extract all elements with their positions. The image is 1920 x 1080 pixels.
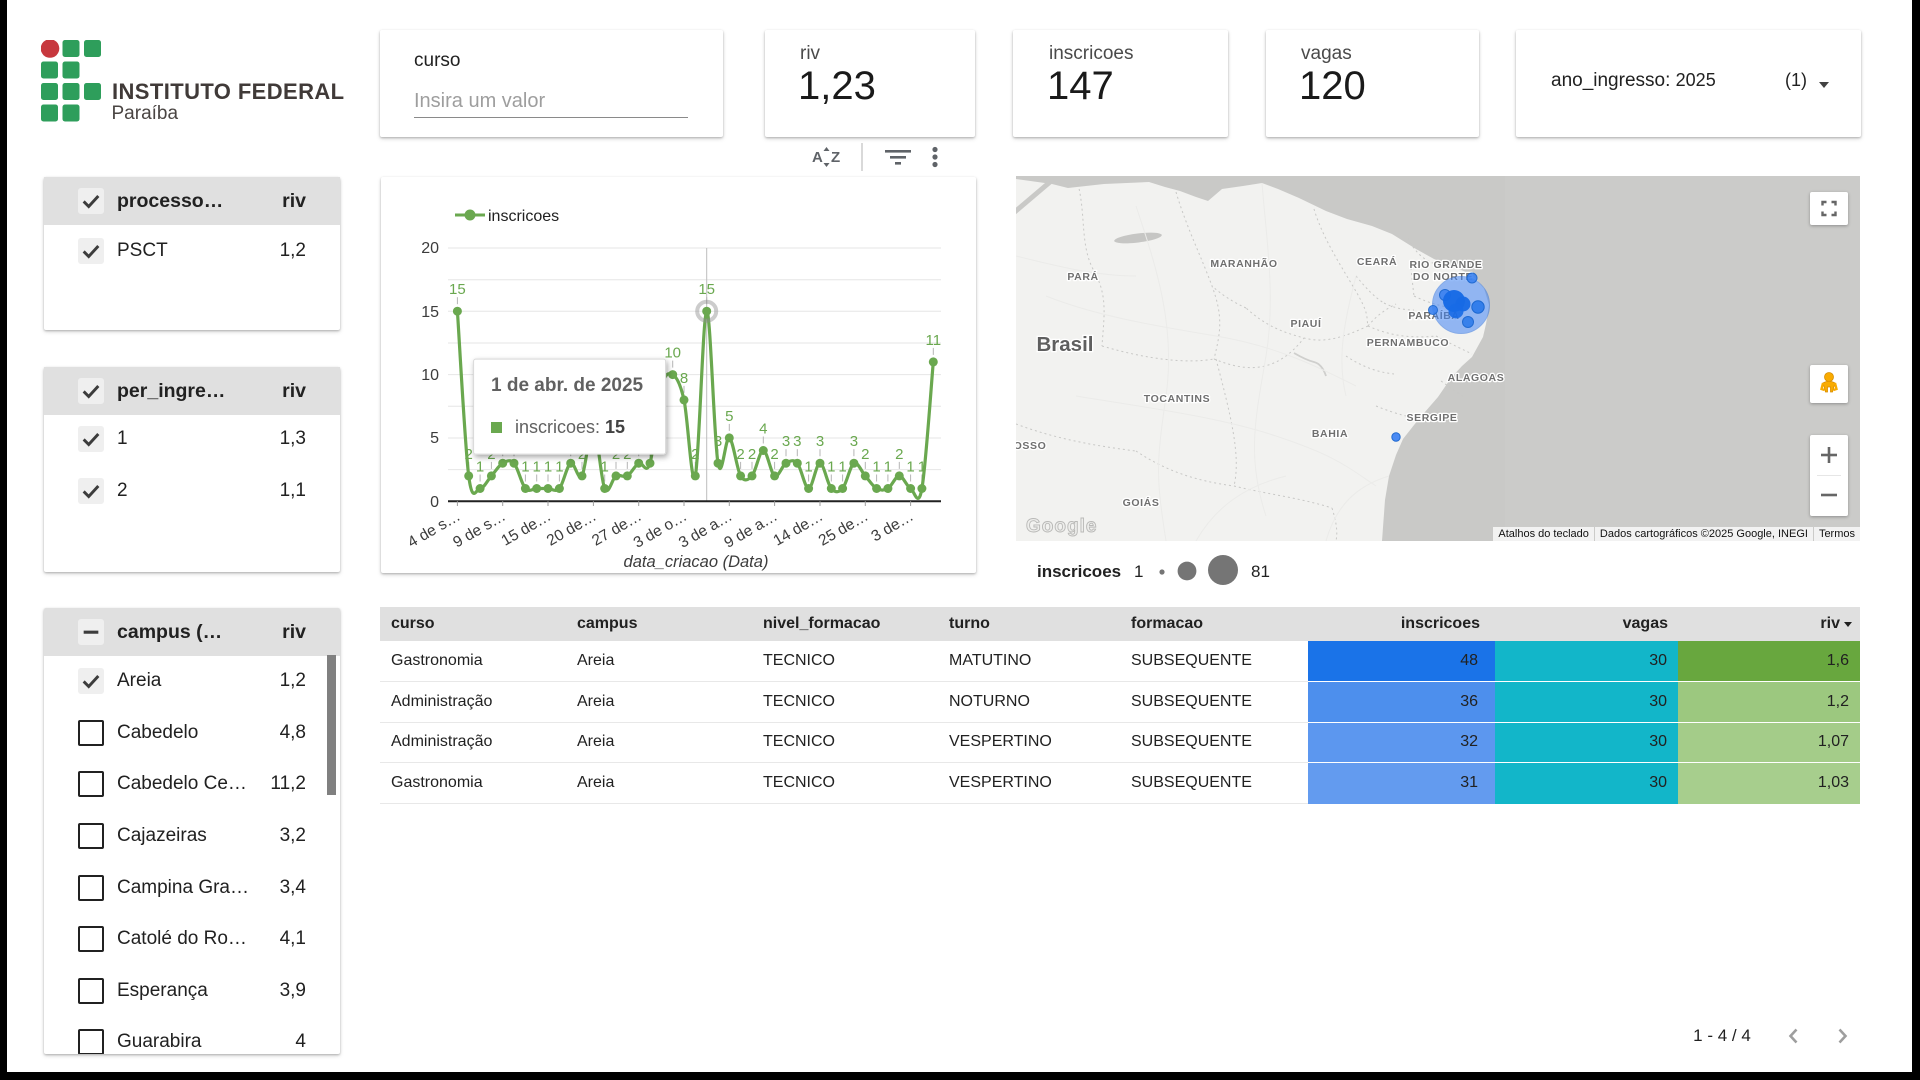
svg-text:1: 1 <box>533 459 541 476</box>
svg-text:11: 11 <box>926 332 942 349</box>
svg-text:2: 2 <box>895 446 903 463</box>
svg-text:2: 2 <box>736 446 744 463</box>
svg-text:1: 1 <box>827 459 835 476</box>
svg-text:INSTITUTO FEDERAL: INSTITUTO FEDERAL <box>112 79 345 104</box>
svg-text:3: 3 <box>793 433 801 450</box>
svg-text:1: 1 <box>906 459 914 476</box>
svg-text:PARÁ: PARÁ <box>1067 270 1098 283</box>
svg-text:15: 15 <box>421 304 439 321</box>
svg-text:OSSO: OSSO <box>1016 440 1046 452</box>
svg-text:3: 3 <box>850 433 858 450</box>
svg-text:3: 3 <box>816 433 824 450</box>
svg-text:2: 2 <box>770 446 778 463</box>
svg-text:1 de abr. de 2025: 1 de abr. de 2025 <box>491 375 644 396</box>
svg-text:Paraíba: Paraíba <box>112 103 179 122</box>
svg-text:25 de…: 25 de… <box>816 508 872 550</box>
svg-text:inscricoes: 15: inscricoes: 15 <box>515 417 625 437</box>
svg-text:1: 1 <box>872 459 880 476</box>
svg-text:2: 2 <box>861 446 869 463</box>
svg-text:4: 4 <box>759 421 767 438</box>
svg-text:ALAGOAS: ALAGOAS <box>1448 372 1505 384</box>
svg-text:2: 2 <box>691 446 699 463</box>
svg-text:Z: Z <box>831 149 840 166</box>
svg-text:inscricoes: inscricoes <box>488 208 559 225</box>
svg-text:9 de s…: 9 de s… <box>450 508 508 552</box>
svg-text:20: 20 <box>421 240 439 257</box>
svg-text:15: 15 <box>698 281 715 298</box>
svg-text:GOIÁS: GOIÁS <box>1123 496 1160 509</box>
svg-text:PERNAMBUCO: PERNAMBUCO <box>1367 337 1449 349</box>
svg-text:3: 3 <box>782 433 790 450</box>
svg-text:0: 0 <box>430 494 439 511</box>
svg-text:1: 1 <box>884 459 892 476</box>
svg-text:SERGIPE: SERGIPE <box>1407 412 1458 424</box>
svg-text:data_criacao (Data): data_criacao (Data) <box>624 553 769 571</box>
svg-text:5: 5 <box>430 430 439 447</box>
svg-text:2: 2 <box>465 446 473 463</box>
svg-text:1: 1 <box>476 459 484 476</box>
svg-text:1: 1 <box>918 459 926 476</box>
svg-text:14 de…: 14 de… <box>770 508 826 550</box>
svg-text:3 de…: 3 de… <box>869 508 917 546</box>
svg-text:A: A <box>812 149 823 166</box>
svg-text:10: 10 <box>664 345 681 362</box>
svg-text:1: 1 <box>601 459 609 476</box>
svg-text:CEARÁ: CEARÁ <box>1357 255 1397 268</box>
svg-text:2: 2 <box>748 446 756 463</box>
svg-text:MARANHÃO: MARANHÃO <box>1210 257 1277 270</box>
svg-text:15 de…: 15 de… <box>498 508 554 550</box>
svg-text:1: 1 <box>804 459 812 476</box>
svg-text:Brasil: Brasil <box>1037 333 1094 356</box>
svg-text:10: 10 <box>421 367 439 384</box>
svg-text:3: 3 <box>714 433 722 450</box>
svg-text:PIAUÍ: PIAUÍ <box>1290 317 1321 330</box>
svg-text:TOCANTINS: TOCANTINS <box>1144 393 1210 405</box>
svg-text:1: 1 <box>838 459 846 476</box>
svg-text:8: 8 <box>680 370 688 387</box>
svg-text:1: 1 <box>555 459 563 476</box>
svg-text:BAHIA: BAHIA <box>1312 428 1348 440</box>
svg-text:15: 15 <box>449 281 466 298</box>
svg-text:1: 1 <box>521 459 529 476</box>
svg-text:RIO GRANDE: RIO GRANDE <box>1409 259 1482 271</box>
svg-text:1: 1 <box>544 459 552 476</box>
svg-text:Google: Google <box>1026 516 1097 537</box>
svg-text:5: 5 <box>725 408 733 425</box>
svg-text:20 de…: 20 de… <box>544 508 600 550</box>
